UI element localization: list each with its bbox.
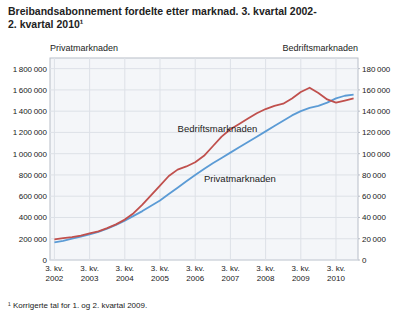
x-tick-label: 3. kv.2005	[151, 264, 170, 283]
y-tick-label: 1 200 000	[13, 128, 48, 137]
x-tick-label: 3. kv.2009	[292, 264, 311, 283]
y2-tick	[358, 153, 360, 154]
y2-tick	[358, 238, 360, 239]
x-tick-label: 3. kv.2002	[45, 264, 64, 283]
lines	[54, 88, 353, 243]
y2-tick-label: 180 000	[362, 65, 391, 74]
grid-line	[195, 58, 196, 260]
grid-line	[300, 58, 301, 260]
grid-line	[50, 260, 358, 261]
y2-tick-label: 80 000	[362, 171, 386, 180]
y2-tick-label: 160 000	[362, 86, 391, 95]
y2-tick-label: 140 000	[362, 107, 391, 116]
y2-tick	[358, 174, 360, 175]
y2-tick-label: 120 000	[362, 128, 391, 137]
y2-tick	[358, 132, 360, 133]
x-tick-label: 3. kv.2007	[221, 264, 240, 283]
x-tick-label: 3. kv.2004	[116, 264, 135, 283]
y-tick-label: 800 000	[19, 171, 48, 180]
y-tick-label: 400 000	[19, 213, 48, 222]
y2-tick	[358, 111, 360, 112]
grid-line	[124, 58, 125, 260]
x-tick-label: 3. kv.2010	[327, 264, 346, 283]
grid-line	[54, 58, 55, 260]
y2-tick-label: 40 000	[362, 213, 386, 222]
y-tick-label: 600 000	[19, 192, 48, 201]
grid	[50, 58, 358, 260]
y2-tick-label: 60 000	[362, 192, 386, 201]
y-axis-label: Privatmarknaden	[50, 43, 118, 53]
y2-tick	[358, 260, 360, 261]
y2-axis-label: Bedriftsmarknaden	[282, 43, 358, 53]
y2-tick	[358, 217, 360, 218]
chart: Breibandsabonnement fordelte etter markn…	[0, 0, 400, 314]
y2-tick	[358, 68, 360, 69]
grid-line	[160, 58, 161, 260]
grid-line	[50, 153, 358, 154]
y2-tick	[358, 196, 360, 197]
title: 2. kvartal 2010¹	[8, 18, 84, 30]
grid-line	[50, 238, 358, 239]
series-line	[54, 95, 353, 243]
y2-tick-label: 20 000	[362, 235, 386, 244]
y-tick-label: 1 800 000	[13, 65, 48, 74]
x-tick-label: 3. kv.2006	[186, 264, 205, 283]
y-tick-label: 1 000 000	[13, 150, 48, 159]
grid-line	[89, 58, 90, 260]
grid-line	[336, 58, 337, 260]
y-tick-label: 1 400 000	[13, 107, 48, 116]
x-tick-label: 3. kv.2003	[80, 264, 99, 283]
grid-line	[265, 58, 266, 260]
y-tick-label: 200 000	[19, 235, 48, 244]
annotation: Bedriftsmarknaden	[178, 123, 258, 134]
grid-line	[230, 58, 231, 260]
series-line	[54, 88, 353, 240]
title: Breibandsabonnement fordelte etter markn…	[8, 5, 317, 17]
y2-tick-label: 100 000	[362, 150, 391, 159]
y-tick-label: 1 600 000	[13, 86, 48, 95]
x-tick-label: 3. kv.2008	[256, 264, 275, 283]
grid-line	[50, 196, 358, 197]
annotation: Privatmarknaden	[204, 173, 276, 184]
grid-line	[50, 217, 358, 218]
footnote: ¹ Korrigerte tal for 1. og 2. kvartal 20…	[8, 301, 147, 310]
grid-line	[50, 111, 358, 112]
plot-frame	[50, 58, 358, 260]
y2-tick	[358, 89, 360, 90]
y2-tick-label: 0	[362, 256, 367, 265]
grid-line	[50, 68, 358, 69]
